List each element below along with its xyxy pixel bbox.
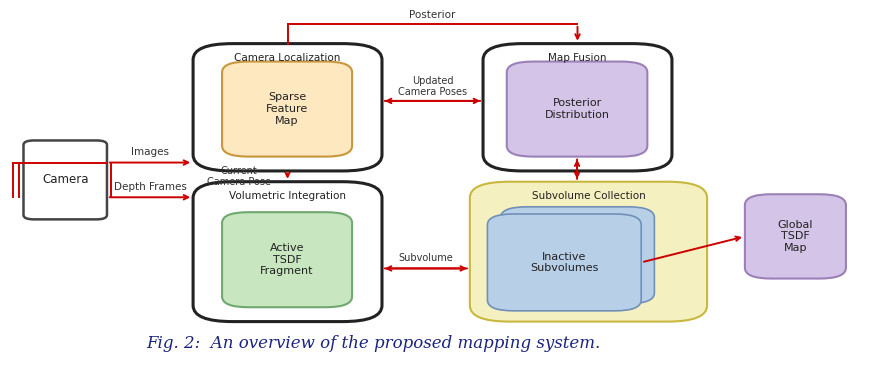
FancyBboxPatch shape xyxy=(470,182,706,321)
Text: Fig. 2:  An overview of the proposed mapping system.: Fig. 2: An overview of the proposed mapp… xyxy=(146,335,600,352)
Text: Camera: Camera xyxy=(42,174,89,186)
Text: Subvolume: Subvolume xyxy=(398,252,453,263)
Text: Inactive
Subvolumes: Inactive Subvolumes xyxy=(530,252,598,273)
FancyBboxPatch shape xyxy=(222,62,352,157)
Text: Updated
Camera Poses: Updated Camera Poses xyxy=(398,76,467,97)
FancyBboxPatch shape xyxy=(193,44,382,171)
FancyBboxPatch shape xyxy=(483,44,672,171)
Text: Active
TSDF
Fragment: Active TSDF Fragment xyxy=(260,243,314,276)
FancyBboxPatch shape xyxy=(506,62,647,157)
FancyBboxPatch shape xyxy=(744,194,845,279)
Text: Posterior
Distribution: Posterior Distribution xyxy=(544,98,609,120)
Text: Posterior: Posterior xyxy=(408,10,455,20)
Text: Volumetric Integration: Volumetric Integration xyxy=(229,191,346,201)
FancyBboxPatch shape xyxy=(487,214,641,311)
Text: Sparse
Feature
Map: Sparse Feature Map xyxy=(266,92,307,126)
Text: Map Fusion: Map Fusion xyxy=(548,52,606,63)
FancyBboxPatch shape xyxy=(222,212,352,307)
Text: Images: Images xyxy=(131,147,169,157)
FancyBboxPatch shape xyxy=(500,207,654,304)
Text: Current
Camera Pose: Current Camera Pose xyxy=(207,166,271,187)
Text: Global
TSDF
Map: Global TSDF Map xyxy=(777,220,812,253)
FancyBboxPatch shape xyxy=(193,182,382,321)
Text: Subvolume Collection: Subvolume Collection xyxy=(531,191,645,201)
Text: Camera Localization: Camera Localization xyxy=(234,52,340,63)
FancyBboxPatch shape xyxy=(23,141,107,219)
Text: Depth Frames: Depth Frames xyxy=(113,182,186,192)
